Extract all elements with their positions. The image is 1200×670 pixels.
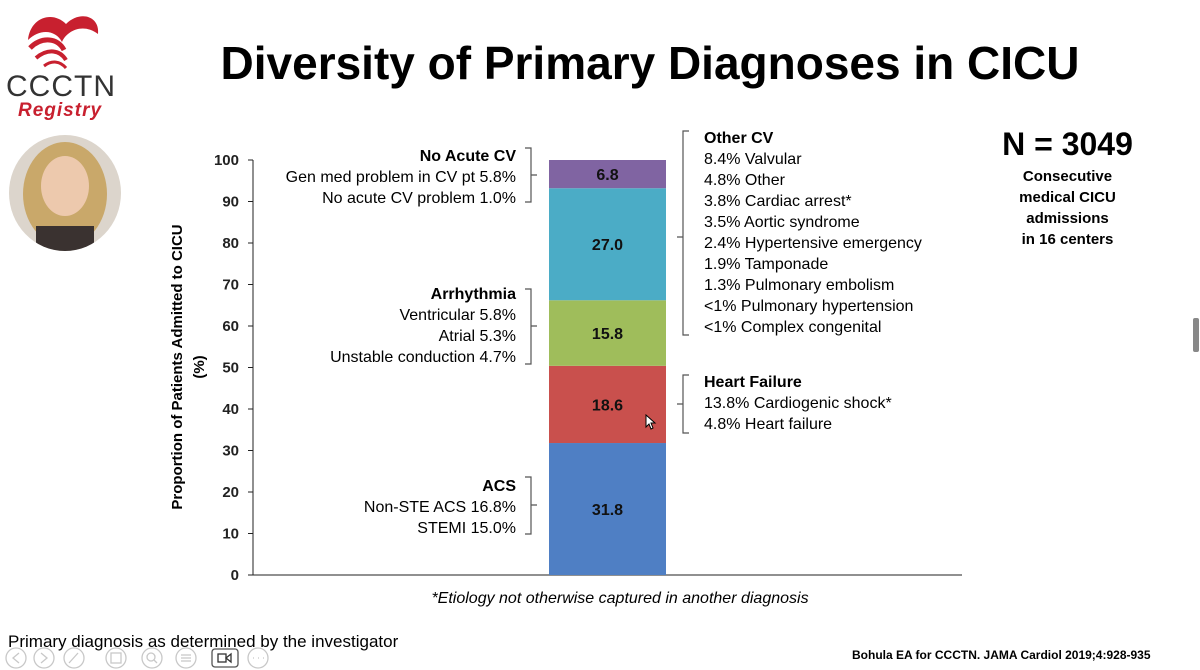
annotation-arrhythmia: Arrhythmia Ventricular 5.8% Atrial 5.3% … (330, 284, 516, 368)
annotation-line: Atrial 5.3% (438, 328, 516, 345)
bracket-acs (525, 476, 537, 535)
annotation-heart-failure: Heart Failure 13.8% Cardiogenic shock* 4… (704, 372, 892, 435)
bar-label-acs: 31.8 (592, 502, 623, 519)
annotation-heading: Heart Failure (704, 374, 802, 391)
bar-label-heart-failure: 18.6 (592, 397, 623, 414)
annotation-line: STEMI 15.0% (417, 520, 516, 537)
scrollbar-thumb[interactable] (1193, 318, 1199, 352)
y-axis-label: Proportion of Patients Admitted to CICU(… (169, 224, 208, 509)
y-tick-label: 30 (222, 443, 239, 460)
bar-segment-arrhythmia (549, 300, 666, 366)
bracket-heart-failure (677, 374, 689, 434)
annotation-line: Unstable conduction 4.7% (330, 349, 516, 366)
annotation-line: 13.8% Cardiogenic shock* (704, 395, 892, 412)
pen-tool-icon[interactable] (63, 647, 85, 669)
next-slide-icon[interactable] (33, 647, 55, 669)
annotation-heading: ACS (482, 478, 516, 495)
bar-label-no-acute-cv: 6.8 (596, 167, 618, 184)
annotation-acs: ACS Non-STE ACS 16.8% STEMI 15.0% (364, 476, 516, 539)
y-tick-label: 40 (222, 401, 239, 418)
y-tick-label: 20 (222, 484, 239, 501)
annotation-no-acute-cv: No Acute CV Gen med problem in CV pt 5.8… (286, 146, 516, 209)
y-tick-label: 80 (222, 235, 239, 252)
annotation-line: 8.4% Valvular (704, 151, 802, 168)
bracket-no-acute-cv (525, 147, 537, 203)
logo-subtitle: Registry (18, 100, 103, 121)
more-options-icon[interactable] (247, 647, 269, 669)
bar-segment-no-acute-cv (549, 160, 666, 189)
annotation-line: No acute CV problem 1.0% (322, 190, 516, 207)
slide-title: Diversity of Primary Diagnoses in CICU (220, 37, 1080, 89)
previous-slide-icon[interactable] (5, 647, 27, 669)
presentation-toolbar (5, 647, 269, 669)
annotation-line: <1% Complex congenital (704, 319, 882, 336)
annotation-heading: No Acute CV (419, 148, 516, 165)
n-description-line: medical CICU (1019, 189, 1116, 206)
bracket-other-cv (677, 130, 689, 336)
annotation-line: <1% Pulmonary hypertension (704, 298, 914, 315)
annotation-line: 1.9% Tamponade (704, 256, 829, 273)
annotation-line: 3.8% Cardiac arrest* (704, 193, 852, 210)
annotation-line: 3.5% Aortic syndrome (704, 214, 860, 231)
n-description-line: Consecutive (1022, 168, 1113, 185)
mouse-cursor-icon (645, 414, 657, 430)
heart-logo-icon (28, 16, 99, 70)
y-tick-label: 70 (222, 277, 239, 294)
subtitles-icon[interactable] (175, 647, 197, 669)
logo-text: CCCTN (6, 70, 116, 103)
primary-diagnosis-note: Primary diagnosis as determined by the i… (8, 632, 399, 651)
citation: Bohula EA for CCCTN. JAMA Cardiol 2019;4… (852, 648, 1151, 662)
bar-label-arrhythmia: 15.8 (592, 326, 623, 343)
annotation-line: 2.4% Hypertensive emergency (704, 235, 922, 252)
y-tick-label: 90 (222, 194, 239, 211)
annotation-other-cv: Other CV 8.4% Valvular 4.8% Other 3.8% C… (704, 128, 922, 338)
n-description-line: in 16 centers (1021, 231, 1114, 248)
presenter-photo (9, 135, 121, 251)
n-count: N = 3049 (1002, 126, 1133, 162)
bar-label-other-cv: 27.0 (592, 237, 623, 254)
annotation-line: Gen med problem in CV pt 5.8% (285, 169, 516, 186)
y-tick-label: 0 (231, 567, 239, 584)
annotation-line: 4.8% Other (704, 172, 785, 189)
annotation-heading: Other CV (704, 130, 774, 147)
annotation-line: Ventricular 5.8% (399, 307, 516, 324)
n-description-line: admissions (1026, 210, 1109, 227)
bracket-arrhythmia (525, 288, 537, 365)
footnote: *Etiology not otherwise captured in anot… (431, 590, 809, 607)
slides-grid-icon[interactable] (105, 647, 127, 669)
bar-segment-other-cv (549, 188, 666, 301)
y-tick-label: 60 (222, 318, 239, 335)
y-tick-label: 10 (222, 526, 239, 543)
bar-segment-heart-failure (549, 365, 666, 444)
annotation-line: Non-STE ACS 16.8% (363, 499, 516, 516)
annotation-line: 1.3% Pulmonary embolism (704, 277, 895, 294)
n-description: Consecutive medical CICU admissions in 1… (980, 166, 1155, 250)
y-tick-label: 100 (214, 152, 239, 169)
zoom-icon[interactable] (141, 647, 163, 669)
annotation-heading: Arrhythmia (430, 286, 516, 303)
annotation-line: 4.8% Heart failure (704, 416, 833, 433)
bar-segment-acs (549, 443, 666, 575)
camera-icon[interactable] (211, 648, 239, 668)
y-tick-label: 50 (222, 360, 239, 377)
